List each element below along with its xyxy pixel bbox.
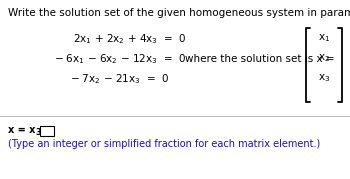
Text: x$_3$: x$_3$ <box>318 72 330 84</box>
Text: − 6x$_1$ − 6x$_2$ − 12x$_3$  =  0: − 6x$_1$ − 6x$_2$ − 12x$_3$ = 0 <box>54 52 186 66</box>
Bar <box>40 126 54 136</box>
Text: where the solution set is x =: where the solution set is x = <box>185 54 335 64</box>
Text: x = x: x = x <box>8 125 35 135</box>
Text: − 7x$_2$ − 21x$_3$  =  0: − 7x$_2$ − 21x$_3$ = 0 <box>70 72 170 86</box>
Text: 3: 3 <box>35 128 41 137</box>
Text: (Type an integer or simplified fraction for each matrix element.): (Type an integer or simplified fraction … <box>8 139 320 149</box>
Text: 2x$_1$ + 2x$_2$ + 4x$_3$  =  0: 2x$_1$ + 2x$_2$ + 4x$_3$ = 0 <box>73 32 187 46</box>
Text: Write the solution set of the given homogeneous system in parametric vector form: Write the solution set of the given homo… <box>8 8 350 18</box>
Text: x$_1$: x$_1$ <box>318 32 330 44</box>
Text: x$_2$: x$_2$ <box>318 52 330 64</box>
